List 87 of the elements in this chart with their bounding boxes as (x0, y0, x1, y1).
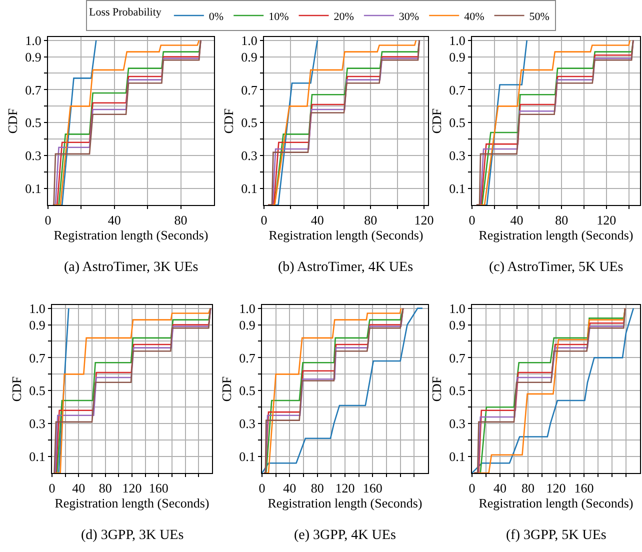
y-tick-label: 0.3 (239, 416, 256, 432)
y-axis-title: CDF (221, 108, 236, 134)
y-tick-label: 0.7 (449, 350, 466, 366)
y-tick-label: 0.5 (25, 115, 42, 130)
x-tick-label: 80 (555, 212, 568, 228)
y-tick-label: 0.5 (449, 115, 466, 130)
y-tick-label: 0.5 (239, 383, 256, 398)
y-tick-label: 0.9 (241, 49, 258, 64)
legend-label: 20% (334, 10, 354, 23)
x-tick-label: 0 (468, 480, 476, 496)
x-tick-label: 120 (414, 212, 434, 228)
x-tick-label: 0 (468, 212, 476, 228)
y-tick-label: 0.7 (25, 82, 42, 98)
y-axis-title: CDF (219, 376, 234, 402)
legend-label: 50% (529, 10, 550, 23)
text: (c) AstroTimer, 5K UEs (489, 260, 624, 275)
y-tick-label: 0.7 (29, 350, 46, 366)
x-tick-label: 0 (48, 480, 56, 496)
x-tick-label: 80 (310, 480, 324, 496)
y-tick-label: 0.3 (25, 148, 42, 164)
x-tick-label: 0 (44, 212, 52, 228)
x-tick-label: 160 (148, 480, 168, 496)
y-axis-title: CDF (5, 108, 20, 134)
x-axis-title: Registration length (Seconds) (268, 496, 422, 511)
legend-label: 0% (208, 10, 224, 23)
y-tick-label: 0.1 (241, 181, 258, 196)
y-tick-label: 0.5 (29, 383, 46, 398)
x-tick-label: 0 (260, 212, 268, 228)
text: (d) 3GPP, 3K UEs (81, 528, 184, 543)
x-axis-title: Registration length (Seconds) (54, 496, 210, 511)
legend-title: Loss Probability (89, 6, 162, 18)
y-axis-title: CDF (9, 376, 24, 402)
y-tick-label: 0.5 (449, 383, 466, 398)
y-tick-label: 1.0 (29, 300, 46, 316)
x-tick-label: 80 (522, 480, 534, 496)
x-tick-label: 40 (510, 212, 524, 228)
y-tick-label: 0.3 (449, 416, 466, 432)
y-tick-label: 0.3 (241, 148, 258, 164)
x-tick-label: 40 (283, 480, 296, 496)
y-tick-label: 1.0 (449, 32, 466, 48)
y-tick-label: 0.3 (449, 148, 466, 164)
x-tick-label: 160 (362, 480, 382, 496)
y-tick-label: 0.1 (449, 181, 466, 196)
x-tick-label: 80 (98, 480, 112, 496)
text: (e) 3GPP, 4K UEs (294, 528, 396, 543)
y-tick-label: 1.0 (241, 32, 258, 48)
y-tick-label: 0.1 (239, 449, 256, 464)
y-tick-label: 0.7 (449, 82, 466, 98)
y-tick-label: 0.9 (29, 317, 46, 332)
x-tick-label: 40 (494, 480, 506, 496)
y-tick-label: 1.0 (449, 300, 466, 316)
text: (b) AstroTimer, 4K UEs (278, 260, 414, 275)
x-tick-label: 0 (258, 480, 266, 496)
x-tick-label: 40 (72, 480, 86, 496)
text: (f) 3GPP, 5K UEs (506, 528, 606, 543)
y-tick-label: 1.0 (25, 32, 42, 48)
legend-label: 10% (268, 10, 289, 23)
legend-label: 30% (398, 10, 420, 23)
x-axis-title: Registration length (Seconds) (268, 228, 424, 243)
y-axis-title: CDF (429, 376, 444, 402)
y-tick-label: 0.3 (29, 416, 46, 432)
y-axis-title: CDF (429, 108, 444, 134)
legend-label: 40% (464, 10, 484, 23)
x-tick-label: 80 (174, 212, 188, 228)
y-tick-label: 0.9 (25, 49, 42, 64)
y-tick-label: 0.7 (239, 350, 256, 366)
x-tick-label: 120 (546, 480, 566, 496)
x-tick-label: 120 (122, 480, 142, 496)
x-axis-title: Registration length (Seconds) (478, 228, 634, 243)
y-tick-label: 0.1 (29, 449, 46, 464)
x-tick-label: 160 (574, 480, 594, 496)
y-tick-label: 0.5 (241, 115, 258, 130)
y-tick-label: 1.0 (239, 300, 256, 316)
x-tick-label: 40 (108, 212, 121, 228)
x-tick-label: 40 (310, 212, 324, 228)
text: (a) AstroTimer, 3K UEs (64, 260, 198, 275)
x-tick-label: 120 (596, 212, 616, 228)
y-tick-label: 0.7 (241, 82, 258, 98)
y-tick-label: 0.9 (449, 49, 466, 64)
y-tick-label: 0.9 (239, 317, 256, 332)
x-tick-label: 80 (364, 212, 378, 228)
x-tick-label: 120 (335, 480, 355, 496)
x-axis-title: Registration length (Seconds) (54, 228, 208, 243)
x-axis-title: Registration length (Seconds) (478, 496, 634, 511)
y-tick-label: 0.1 (25, 181, 42, 196)
y-tick-label: 0.1 (449, 449, 466, 464)
y-tick-label: 0.9 (449, 317, 466, 332)
